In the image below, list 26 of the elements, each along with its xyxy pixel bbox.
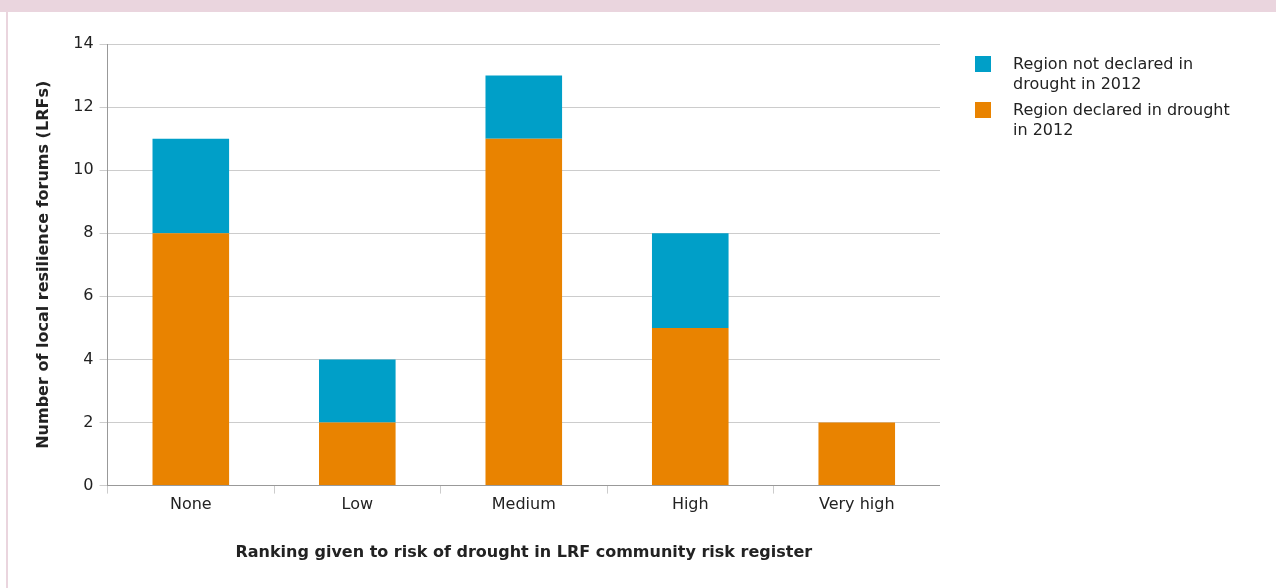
y-axis-title: Number of local resilience forums (LRFs) bbox=[32, 80, 52, 449]
x-tick-label: Very high bbox=[818, 494, 895, 514]
bar bbox=[152, 138, 230, 234]
y-tick-label: 6 bbox=[83, 285, 94, 305]
legend-label: Region not declared in drought in 2012 bbox=[1013, 54, 1195, 94]
y-tick-label: 0 bbox=[83, 474, 94, 494]
bar bbox=[651, 233, 729, 328]
x-tick-label: None bbox=[169, 494, 212, 514]
bar bbox=[651, 327, 729, 486]
y-tick-label: 4 bbox=[83, 348, 94, 368]
x-tick-label: Medium bbox=[491, 494, 556, 514]
bar bbox=[152, 233, 230, 486]
bar bbox=[818, 422, 896, 486]
bar bbox=[319, 422, 396, 486]
bar bbox=[485, 138, 563, 486]
bar bbox=[485, 75, 563, 139]
x-axis-title: Ranking given to risk of drought in LRF community risk register bbox=[235, 541, 813, 561]
y-tick-label: 10 bbox=[73, 159, 94, 179]
y-tick-label: 12 bbox=[73, 96, 94, 116]
bar bbox=[319, 359, 396, 423]
y-tick-label: 2 bbox=[83, 411, 94, 431]
y-tick-label: 14 bbox=[73, 33, 94, 53]
legend-label: Region declared in drought in 2012 bbox=[1013, 100, 1231, 140]
y-tick-label: 8 bbox=[83, 222, 94, 242]
x-tick-label: Low bbox=[341, 494, 374, 514]
x-tick-label: High bbox=[671, 494, 709, 514]
